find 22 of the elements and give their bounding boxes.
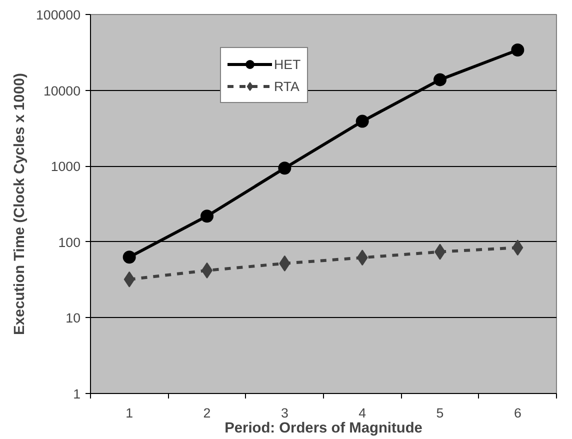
point bbox=[434, 73, 446, 86]
x-tick-label: 5 bbox=[436, 406, 444, 420]
y-tick-label: 10 bbox=[66, 310, 81, 326]
y-tick-label: 100 bbox=[58, 234, 81, 250]
point bbox=[356, 114, 369, 128]
point bbox=[511, 44, 524, 56]
y-tick-label: 1 bbox=[73, 386, 81, 402]
y-axis-title: Execution Time (Clock Cycles x 1000) bbox=[12, 72, 28, 336]
y-tick-label: 100000 bbox=[36, 8, 81, 22]
x-tick-label: 3 bbox=[280, 406, 288, 420]
x-tick-label: 1 bbox=[126, 406, 134, 420]
y-tick-label: 10000 bbox=[43, 83, 80, 98]
x-tick-label: 4 bbox=[358, 406, 367, 420]
x-tick-label: 2 bbox=[203, 406, 211, 420]
point bbox=[122, 250, 136, 264]
legend-label: HET bbox=[274, 56, 301, 72]
point bbox=[278, 162, 292, 175]
x-tick-label: 6 bbox=[514, 406, 522, 420]
point bbox=[200, 210, 214, 223]
y-tick-label: 1000 bbox=[50, 159, 81, 174]
legend-label: RTA bbox=[274, 78, 300, 94]
x-axis-title: Period: Orders of Magnitude bbox=[224, 420, 422, 436]
